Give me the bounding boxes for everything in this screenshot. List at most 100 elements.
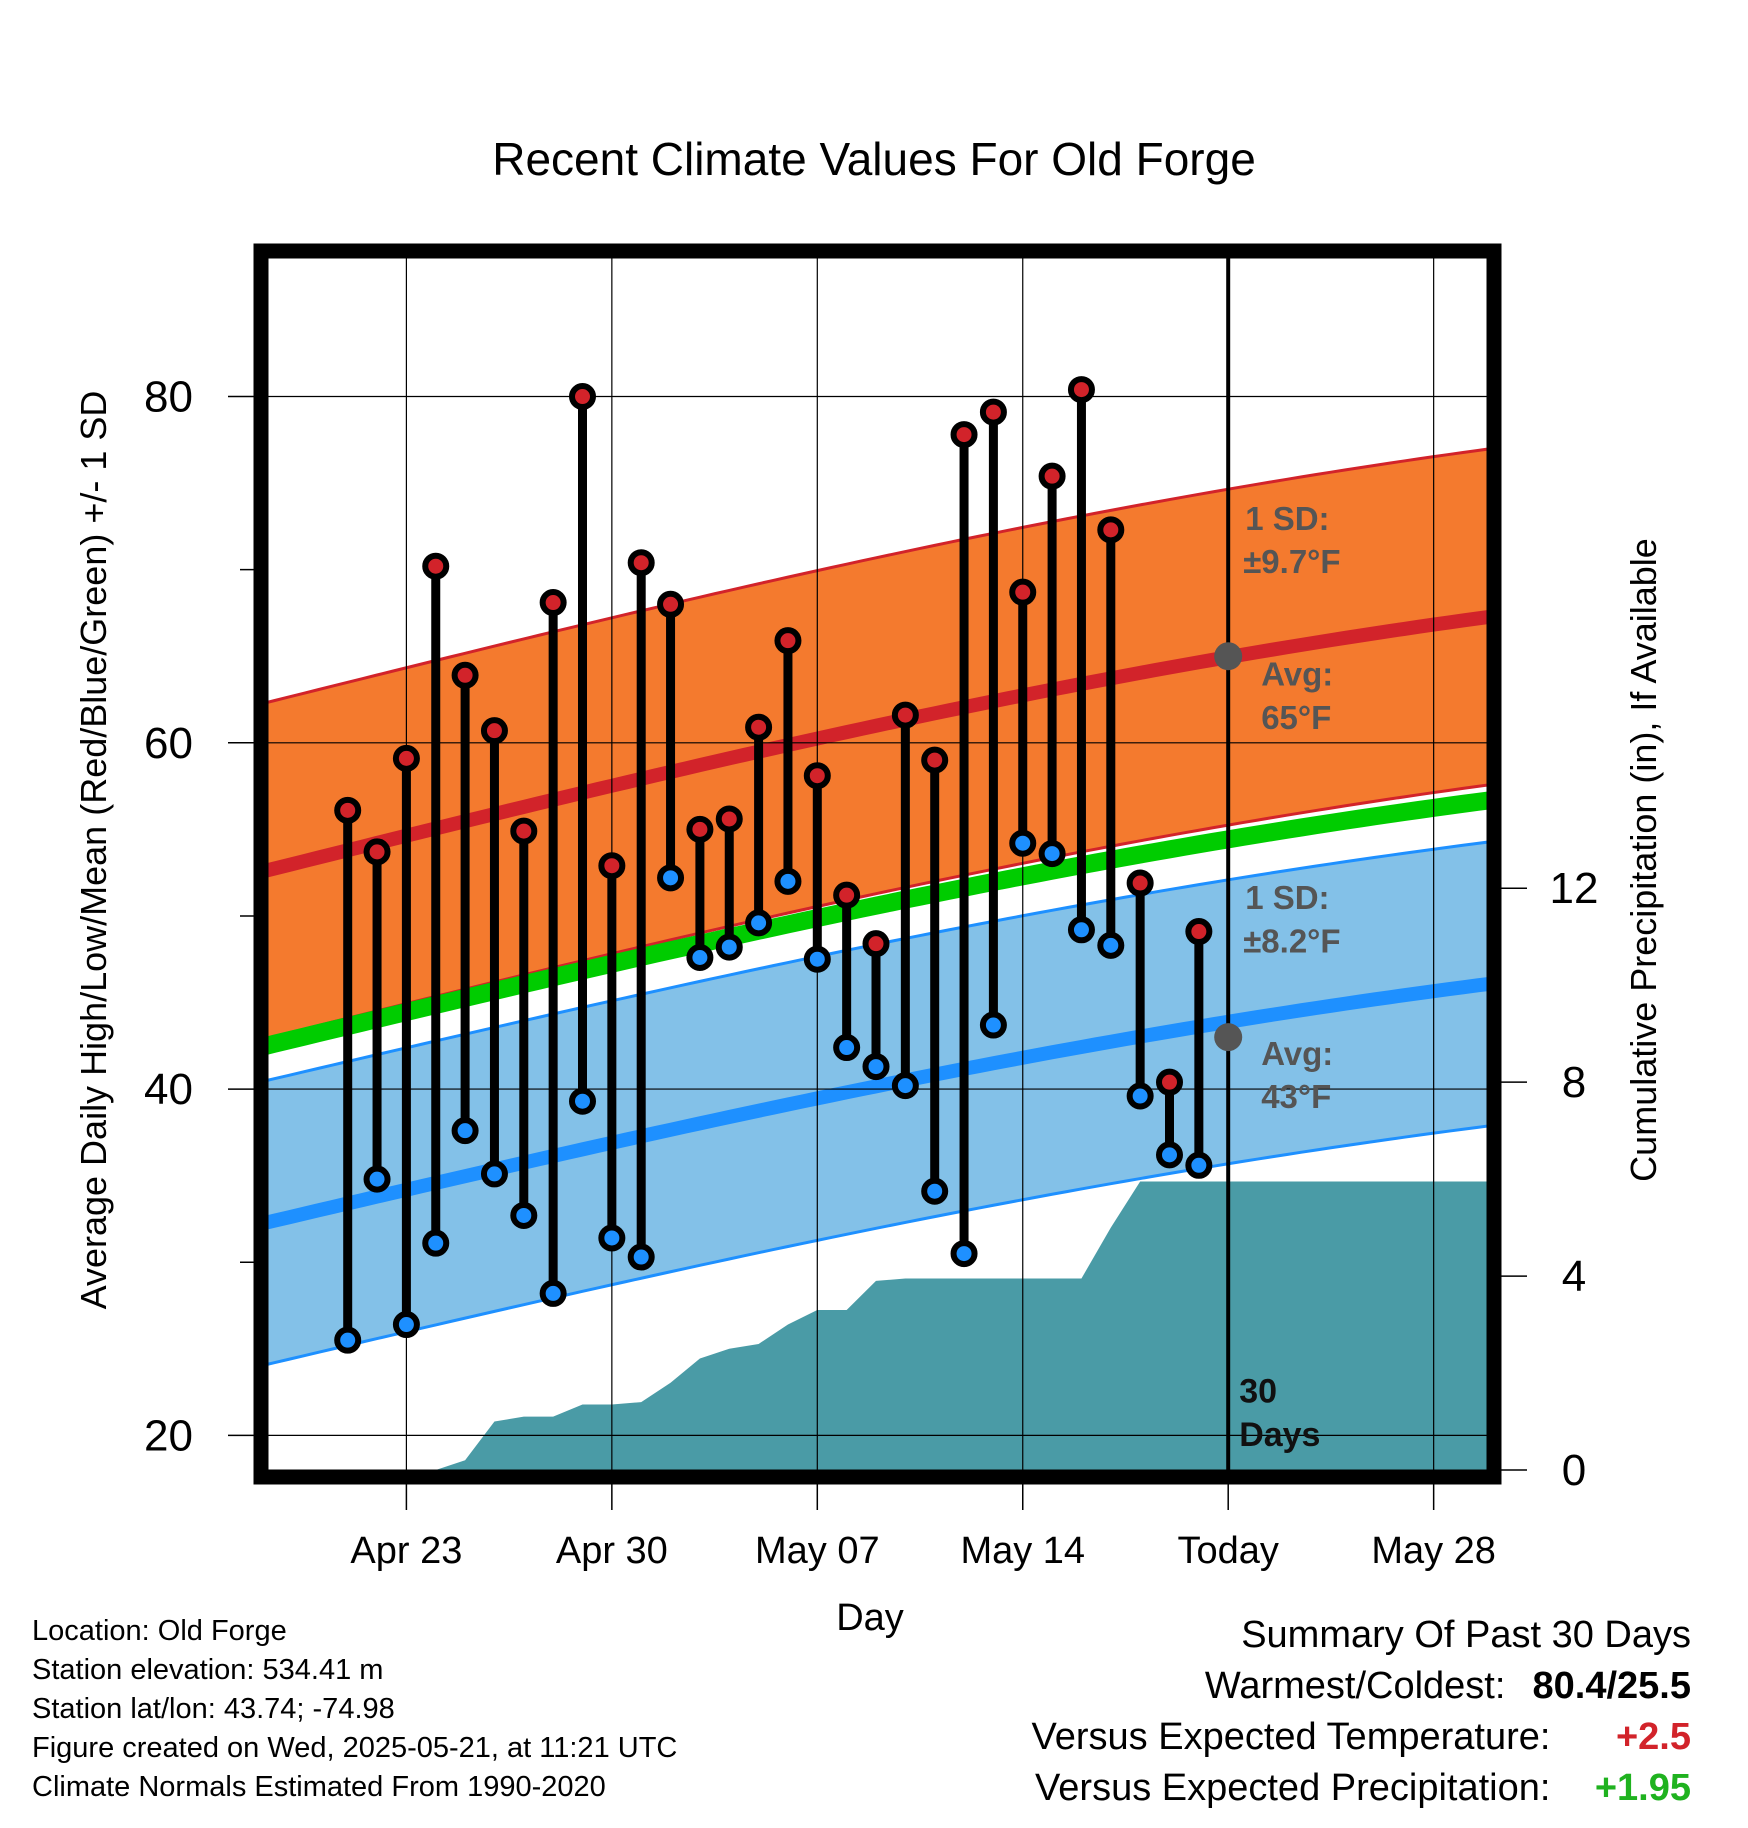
low-band-lower-edge bbox=[268, 1124, 1487, 1366]
daily-low-point bbox=[627, 1243, 655, 1271]
low-sd-value: ±8.2°F bbox=[1243, 922, 1340, 959]
daily-high-point bbox=[480, 717, 508, 745]
daily-low-point bbox=[950, 1240, 978, 1268]
daily-high-point bbox=[1126, 869, 1154, 897]
today-high-avg-marker bbox=[1214, 642, 1243, 671]
station-info: Location: Old Forge Station elevation: 5… bbox=[32, 1612, 677, 1807]
y-tick-label: 60 bbox=[144, 719, 193, 768]
daily-low-point bbox=[1009, 829, 1037, 857]
daily-low-point bbox=[686, 943, 714, 971]
mean-normal-line bbox=[268, 791, 1487, 1055]
high-avg-label: Avg: bbox=[1261, 656, 1333, 693]
high-avg-value: 65°F bbox=[1261, 699, 1331, 736]
daily-high-point bbox=[803, 762, 831, 790]
location-text: Location: Old Forge bbox=[32, 1615, 287, 1647]
x-tick-label: Apr 23 bbox=[350, 1530, 462, 1572]
daily-high-point bbox=[921, 746, 949, 774]
daily-high-point bbox=[774, 627, 802, 655]
daily-low-point bbox=[363, 1165, 391, 1193]
warmest-label: Warmest/Coldest: bbox=[1204, 1665, 1506, 1707]
today-low-avg-marker bbox=[1214, 1023, 1243, 1052]
daily-high-point bbox=[363, 838, 391, 866]
daily-high-point bbox=[833, 881, 861, 909]
y-tick-label: 80 bbox=[144, 373, 193, 422]
y-right-tick-label: 4 bbox=[1562, 1252, 1586, 1301]
daily-low-point bbox=[569, 1087, 596, 1115]
days-text-label: Days bbox=[1239, 1416, 1320, 1454]
low-sd-label: 1 SD: bbox=[1245, 879, 1329, 916]
y-tick-label: 40 bbox=[144, 1065, 193, 1114]
y-axis-label: Average Daily High/Low/Mean (Red/Blue/Gr… bbox=[73, 391, 114, 1310]
temp-value: +2.5 bbox=[1615, 1716, 1691, 1758]
daily-high-point bbox=[950, 421, 978, 449]
temp-label: Versus Expected Temperature: bbox=[1031, 1716, 1551, 1758]
summary-warmest-row: Warmest/Coldest: 80.4/25.5 bbox=[1032, 1661, 1691, 1712]
daily-high-point bbox=[862, 930, 890, 958]
days-count-label: 30 bbox=[1239, 1372, 1277, 1410]
daily-low-point bbox=[921, 1177, 949, 1205]
x-tick-label: May 07 bbox=[755, 1530, 880, 1572]
daily-low-point bbox=[1067, 916, 1095, 944]
summary-temp-row: Versus Expected Temperature: +2.5 bbox=[1032, 1712, 1691, 1763]
daily-low-point bbox=[657, 864, 685, 892]
daily-high-point bbox=[979, 398, 1007, 426]
daily-high-point bbox=[539, 589, 567, 617]
daily-low-point bbox=[539, 1279, 567, 1307]
summary-panel: Summary Of Past 30 Days Warmest/Coldest:… bbox=[1032, 1610, 1691, 1814]
y-right-tick-label: 12 bbox=[1550, 864, 1599, 913]
daily-low-point bbox=[891, 1072, 919, 1100]
daily-high-point bbox=[1067, 376, 1095, 404]
daily-low-point bbox=[451, 1117, 479, 1145]
daily-high-point bbox=[657, 590, 685, 618]
y-axis-right-label: Cumulative Precipitation (in), If Availa… bbox=[1623, 538, 1664, 1182]
daily-high-point bbox=[1156, 1068, 1183, 1096]
daily-high-point bbox=[598, 852, 626, 880]
daily-high-point bbox=[569, 383, 596, 411]
daily-low-point bbox=[1126, 1082, 1154, 1110]
y-right-tick-label: 0 bbox=[1562, 1446, 1586, 1495]
daily-high-point bbox=[1009, 578, 1037, 606]
high-sd-value: ±9.7°F bbox=[1243, 543, 1340, 580]
daily-low-point bbox=[833, 1034, 861, 1062]
x-axis-label: Day bbox=[836, 1597, 904, 1639]
daily-high-point bbox=[334, 796, 362, 824]
plot-frame bbox=[253, 243, 1502, 1485]
daily-low-point bbox=[480, 1160, 508, 1188]
daily-low-point bbox=[334, 1326, 362, 1354]
x-tick-label: Today bbox=[1177, 1530, 1278, 1572]
precipitation-area bbox=[377, 1181, 1487, 1470]
low-band-upper-edge bbox=[268, 840, 1487, 1082]
daily-low-point bbox=[774, 867, 802, 895]
daily-high-point bbox=[686, 815, 714, 843]
daily-high-point bbox=[745, 713, 773, 741]
daily-low-point bbox=[1097, 931, 1125, 959]
x-tick-label: May 28 bbox=[1371, 1530, 1496, 1572]
summary-title: Summary Of Past 30 Days bbox=[1241, 1614, 1691, 1656]
high-normal-line bbox=[268, 610, 1487, 878]
daily-low-point bbox=[745, 909, 773, 937]
daily-low-point bbox=[510, 1201, 538, 1229]
daily-low-point bbox=[598, 1224, 626, 1252]
precip-value: +1.95 bbox=[1594, 1767, 1691, 1809]
precip-label: Versus Expected Precipitation: bbox=[1035, 1767, 1551, 1809]
y-tick-label: 20 bbox=[144, 1411, 193, 1460]
y-right-tick-label: 8 bbox=[1562, 1058, 1586, 1107]
latlon-text: Station lat/lon: 43.74; -74.98 bbox=[32, 1693, 395, 1725]
summary-precip-row: Versus Expected Precipitation: +1.95 bbox=[1032, 1763, 1691, 1814]
daily-high-point bbox=[422, 552, 450, 580]
daily-low-point bbox=[979, 1011, 1007, 1039]
daily-high-point bbox=[715, 805, 743, 833]
x-tick-label: Apr 30 bbox=[556, 1530, 668, 1572]
elevation-text: Station elevation: 534.41 m bbox=[32, 1654, 384, 1686]
daily-high-point bbox=[1038, 462, 1066, 490]
daily-low-point bbox=[392, 1311, 420, 1339]
daily-high-point bbox=[392, 744, 420, 772]
daily-high-point bbox=[510, 817, 538, 845]
daily-low-point bbox=[715, 933, 743, 961]
daily-high-point bbox=[627, 549, 655, 577]
daily-high-point bbox=[1185, 918, 1213, 946]
x-tick-label: May 14 bbox=[960, 1530, 1085, 1572]
low-sd-band bbox=[268, 842, 1487, 1365]
normals-text: Climate Normals Estimated From 1990-2020 bbox=[32, 1771, 606, 1803]
